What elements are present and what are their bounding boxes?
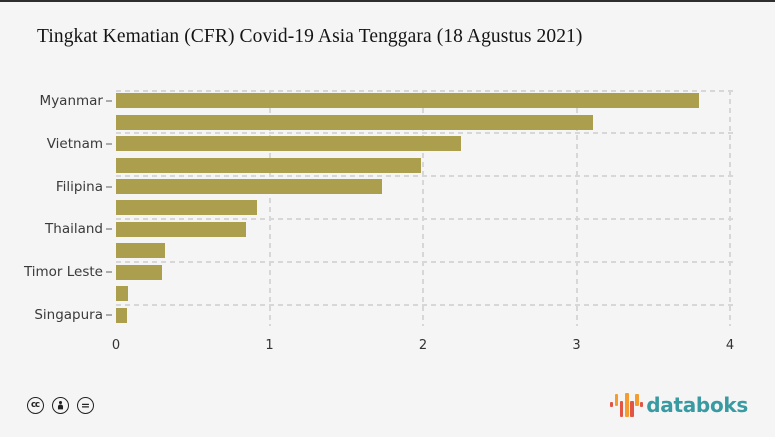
gridline-vertical [268, 90, 271, 326]
gridline-horizontal [116, 261, 733, 264]
bar [116, 286, 129, 302]
bar [116, 136, 462, 152]
y-axis-tick [106, 142, 112, 145]
bar [116, 307, 127, 323]
y-axis-label: Singapura [34, 307, 103, 324]
x-axis-label: 0 [111, 338, 121, 353]
equal-nd-icon: = [77, 397, 94, 414]
license-badges: cc = [27, 397, 94, 414]
y-axis-tick [106, 99, 112, 102]
y-axis-tick [106, 314, 112, 317]
cc-icon: cc [27, 397, 44, 414]
x-axis-label: 1 [265, 338, 274, 353]
gridline-horizontal [116, 89, 733, 92]
gridline-horizontal [116, 304, 733, 306]
y-axis-tick [106, 185, 112, 188]
y-axis-label: Myanmar [39, 92, 103, 109]
attribution-person-icon [52, 397, 69, 414]
gridline-horizontal [116, 132, 733, 135]
y-axis-label: Vietnam [46, 135, 103, 152]
bar [116, 114, 594, 130]
bar [116, 243, 166, 259]
chart-title: Tingkat Kematian (CFR) Covid-19 Asia Ten… [37, 26, 583, 47]
gridline-vertical [422, 90, 424, 326]
databoks-bars-icon [610, 390, 644, 420]
bar [116, 200, 258, 216]
plot-area [116, 89, 733, 326]
bar [116, 157, 422, 173]
y-axis-tick [106, 228, 112, 231]
y-axis-label: Thailand [45, 221, 103, 238]
x-axis-label: 2 [418, 338, 428, 353]
gridline-horizontal [116, 175, 733, 178]
bar [116, 221, 247, 237]
y-axis-label: Filipina [55, 178, 103, 195]
databoks-wordmark: databoks [646, 393, 748, 417]
bar [116, 179, 382, 194]
bar [116, 264, 163, 280]
x-axis-label: 3 [572, 338, 581, 353]
y-axis-labels: Myanmar Vietnam Filipina Thailand Timor Lest… [0, 2, 112, 437]
y-axis-label: Timor Leste [23, 264, 103, 281]
gridline-horizontal [116, 218, 733, 221]
y-axis-tick [106, 271, 112, 274]
gridline-vertical [575, 90, 578, 326]
x-axis-labels: 0 1 2 3 4 [112, 338, 735, 356]
bar [116, 93, 700, 109]
databoks-logo: databoks [610, 390, 748, 420]
gridline-vertical [729, 90, 731, 326]
x-axis-label: 4 [725, 338, 735, 353]
